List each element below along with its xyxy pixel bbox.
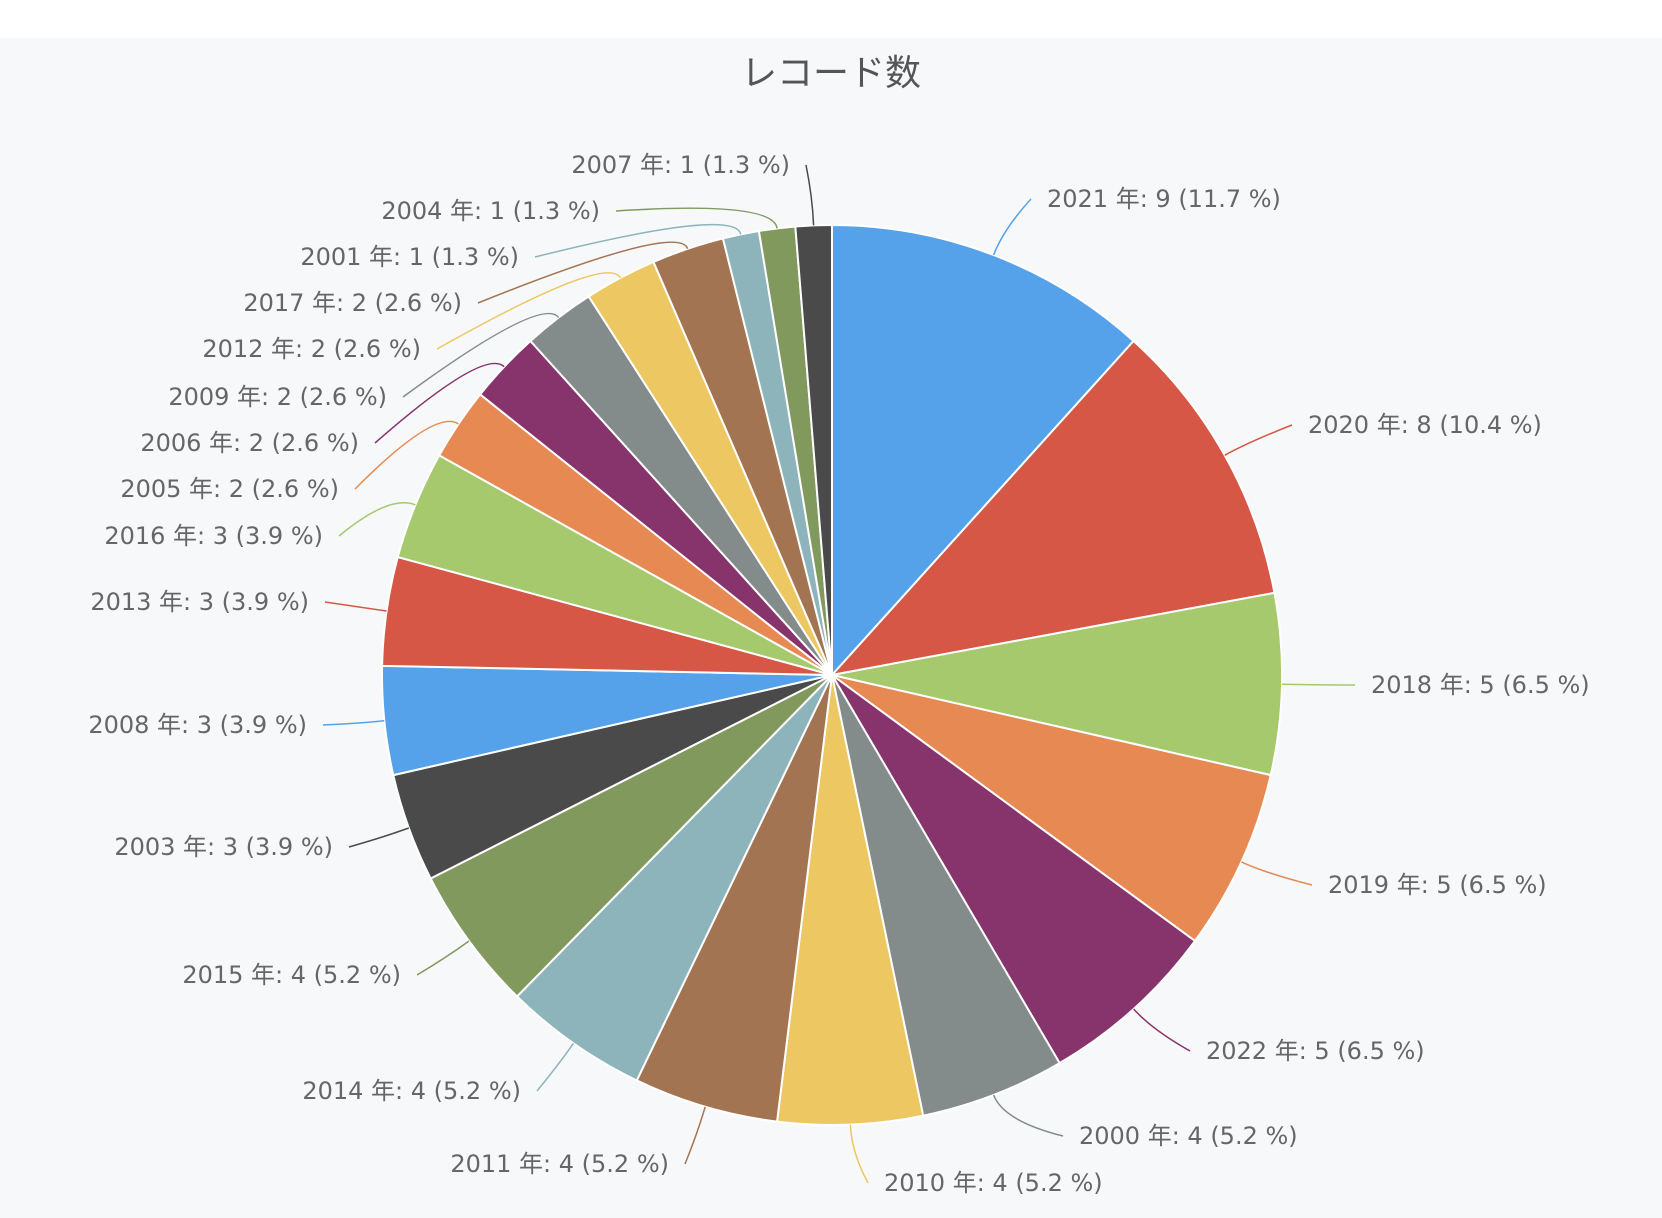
data-label-2018: 2018 年: 5 (6.5 %) xyxy=(1371,671,1590,699)
pie-slice-2020[interactable] xyxy=(829,339,1276,677)
connector-line-2020 xyxy=(1224,424,1293,456)
connector-line-2016 xyxy=(338,502,416,537)
pie-slice-2019[interactable] xyxy=(831,674,1272,943)
connector-line-2003 xyxy=(348,827,410,848)
connector-line-2017 xyxy=(477,241,689,304)
pie-slice-2010[interactable] xyxy=(775,674,925,1126)
connector-line-2004 xyxy=(615,207,778,229)
connector-line-2010 xyxy=(849,1124,869,1184)
connector-line-2014 xyxy=(536,1042,575,1092)
data-label-2013: 2013 年: 3 (3.9 %) xyxy=(90,588,309,616)
connector-line-2001 xyxy=(534,223,742,258)
pie-slice-2015[interactable] xyxy=(429,674,833,998)
data-label-2006: 2006 年: 2 (2.6 %) xyxy=(140,429,359,457)
data-label-2001: 2001 年: 1 (1.3 %) xyxy=(300,243,519,271)
connector-line-2015 xyxy=(416,940,470,976)
data-label-2016: 2016 年: 3 (3.9 %) xyxy=(104,522,323,550)
connector-line-2007 xyxy=(805,164,815,226)
data-label-2012: 2012 年: 2 (2.6 %) xyxy=(202,335,421,363)
pie-slice-2022[interactable] xyxy=(831,674,1197,1065)
data-label-2022: 2022 年: 5 (6.5 %) xyxy=(1206,1037,1425,1065)
data-label-2010: 2010 年: 4 (5.2 %) xyxy=(884,1169,1103,1197)
data-label-2007: 2007 年: 1 (1.3 %) xyxy=(571,151,790,179)
connector-line-2022 xyxy=(1133,1008,1191,1052)
data-label-2015: 2015 年: 4 (5.2 %) xyxy=(182,961,401,989)
connector-line-2011 xyxy=(684,1106,706,1165)
connector-line-2019 xyxy=(1240,861,1313,886)
connector-line-2008 xyxy=(322,720,385,726)
connector-line-2000 xyxy=(992,1094,1064,1137)
pie-slice-2018[interactable] xyxy=(831,591,1284,777)
connector-line-2012 xyxy=(436,272,622,350)
connector-line-2009 xyxy=(402,312,560,398)
connector-line-2018 xyxy=(1281,683,1356,686)
data-label-2019: 2019 年: 5 (6.5 %) xyxy=(1328,871,1547,899)
pie-slice-2021[interactable] xyxy=(831,223,1135,678)
pie-slice-2011[interactable] xyxy=(635,674,833,1123)
pie-slice-2000[interactable] xyxy=(831,674,1062,1117)
data-label-2000: 2000 年: 4 (5.2 %) xyxy=(1079,1122,1298,1150)
connector-line-2006 xyxy=(374,362,505,444)
data-label-2014: 2014 年: 4 (5.2 %) xyxy=(302,1077,521,1105)
chart-title: レコード数 xyxy=(740,53,921,94)
data-label-2009: 2009 年: 2 (2.6 %) xyxy=(168,383,387,411)
pie-slice-2014[interactable] xyxy=(515,674,833,1082)
data-label-2011: 2011 年: 4 (5.2 %) xyxy=(450,1150,669,1178)
connector-line-2013 xyxy=(324,601,387,612)
connector-line-2021 xyxy=(992,198,1032,256)
data-label-2004: 2004 年: 1 (1.3 %) xyxy=(381,197,600,225)
data-label-2005: 2005 年: 2 (2.6 %) xyxy=(120,475,339,503)
data-label-2017: 2017 年: 2 (2.6 %) xyxy=(243,289,462,317)
data-label-2020: 2020 年: 8 (10.4 %) xyxy=(1308,411,1542,439)
connector-line-2005 xyxy=(354,420,459,490)
data-label-2021: 2021 年: 9 (11.7 %) xyxy=(1047,185,1281,213)
data-label-2003: 2003 年: 3 (3.9 %) xyxy=(114,833,333,861)
data-label-2008: 2008 年: 3 (3.9 %) xyxy=(88,711,307,739)
